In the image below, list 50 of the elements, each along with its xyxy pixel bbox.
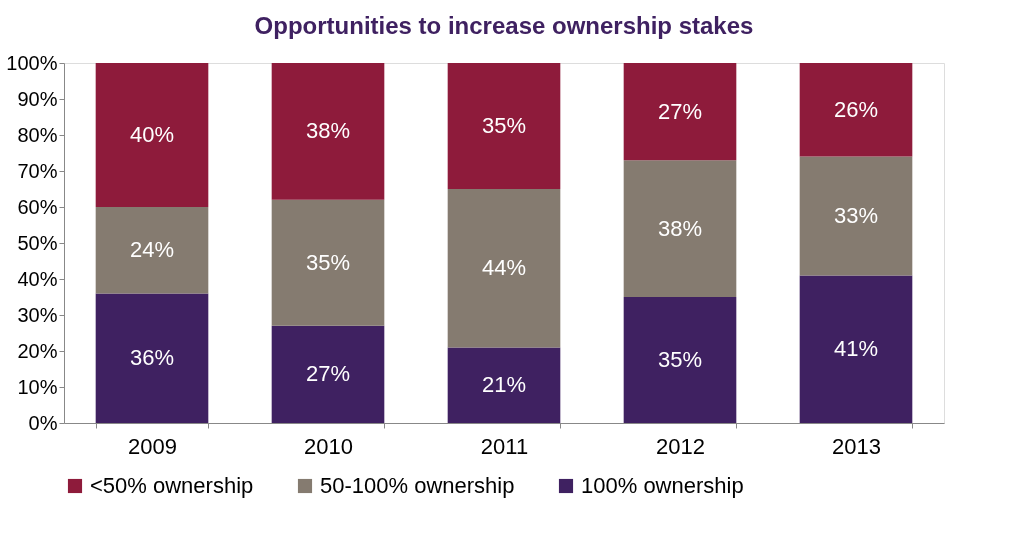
data-label: 21% <box>481 372 527 398</box>
chart-title: Opportunities to increase ownership stakes <box>254 12 754 39</box>
x-tick-label: 2009 <box>128 433 177 459</box>
y-tick-label: 0% <box>28 411 58 434</box>
bar <box>271 63 385 200</box>
bar <box>623 63 737 161</box>
y-tick-label: 80% <box>17 123 58 146</box>
data-label: 33% <box>833 203 879 228</box>
data-label: 26% <box>833 96 879 122</box>
bar <box>623 160 737 297</box>
data-label: 27% <box>305 361 351 387</box>
bar <box>95 207 209 294</box>
data-label: 40% <box>129 122 175 147</box>
data-label: 36% <box>129 345 175 371</box>
bar <box>95 293 209 423</box>
data-label: 38% <box>305 118 351 144</box>
bar <box>623 297 737 423</box>
y-tick-label: 100% <box>6 51 58 74</box>
bar <box>799 275 913 423</box>
bar <box>799 63 913 157</box>
legend-label: 50-100% ownership <box>320 473 515 498</box>
legend-label: <50% ownership <box>90 473 254 498</box>
legend-label: 100% ownership <box>581 473 744 498</box>
y-tick-label: 10% <box>17 375 58 398</box>
x-tick-label: 2013 <box>832 433 881 459</box>
bar <box>799 156 913 276</box>
data-label: 35% <box>657 347 703 372</box>
x-tick-label: 2010 <box>304 433 353 459</box>
bar <box>447 347 561 423</box>
x-tick-label: 2011 <box>480 433 529 459</box>
y-tick-label: 30% <box>17 303 58 326</box>
x-tick-label: 2012 <box>656 433 705 459</box>
data-label: 35% <box>305 249 351 275</box>
data-label: 27% <box>657 98 703 124</box>
data-label: 24% <box>129 237 175 263</box>
bar <box>271 199 385 326</box>
y-tick-label: 90% <box>17 87 58 110</box>
bar <box>447 189 561 348</box>
y-tick-label: 70% <box>17 159 58 182</box>
y-tick-label: 60% <box>17 195 58 218</box>
data-label: 44% <box>481 255 527 281</box>
y-tick-label: 50% <box>17 231 58 254</box>
data-label: 35% <box>481 113 527 138</box>
y-tick-label: 20% <box>17 339 58 362</box>
bar <box>447 63 561 189</box>
data-label: 41% <box>833 336 879 362</box>
y-tick-label: 40% <box>17 267 58 290</box>
bar <box>95 63 209 207</box>
data-label: 38% <box>657 215 703 241</box>
bar <box>271 325 385 423</box>
